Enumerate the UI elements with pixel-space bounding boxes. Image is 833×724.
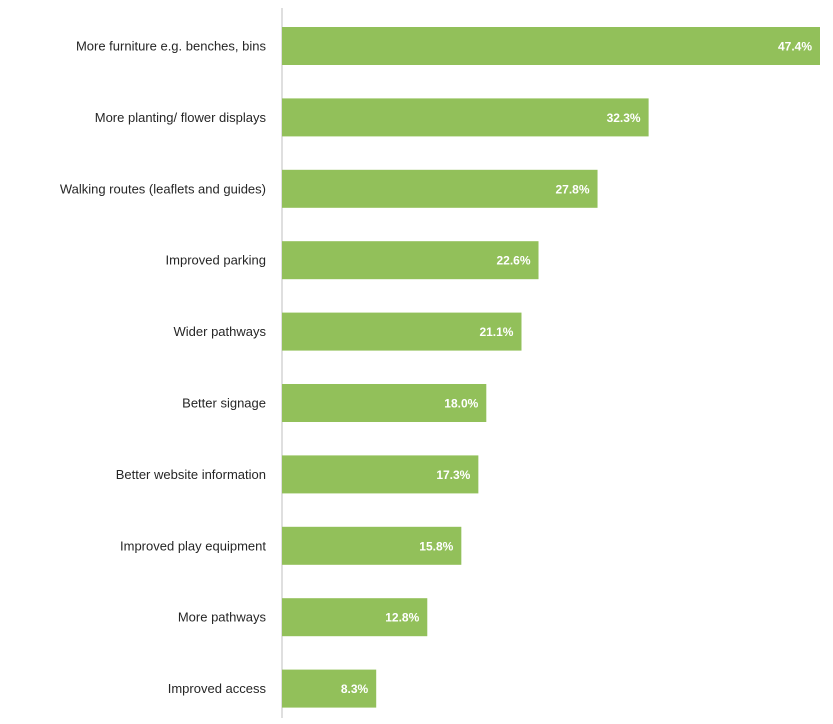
bar	[282, 169, 598, 208]
bar	[282, 598, 428, 637]
category-label: More pathways	[178, 610, 267, 625]
bar	[282, 241, 539, 280]
category-label: Improved access	[168, 681, 267, 696]
category-label: Wider pathways	[174, 324, 267, 339]
bar	[282, 669, 377, 708]
category-label: Better signage	[182, 396, 266, 411]
bars-group	[282, 27, 820, 708]
data-label: 32.3%	[607, 111, 641, 125]
category-label: Better website information	[116, 467, 266, 482]
bar	[282, 312, 522, 351]
data-label: 22.6%	[496, 254, 530, 268]
data-label: 15.8%	[419, 539, 453, 553]
data-label: 17.3%	[436, 468, 470, 482]
value-labels-group: 47.4% 32.3% 27.8% 22.6% 21.1% 18.0% 17.3% 15.8%…	[341, 40, 812, 697]
category-label: More furniture e.g. benches, bins	[76, 39, 267, 54]
bar	[282, 455, 479, 494]
data-label: 47.4%	[778, 40, 812, 54]
data-label: 18.0%	[444, 397, 478, 411]
data-label: 8.3%	[341, 682, 369, 696]
data-label: 21.1%	[479, 325, 513, 339]
category-label: Walking routes (leaflets and guides)	[60, 181, 266, 196]
bar	[282, 98, 649, 137]
data-label: 27.8%	[556, 182, 590, 196]
category-label: More planting/ flower displays	[95, 110, 267, 125]
bar	[282, 384, 487, 422]
data-label: 12.8%	[385, 611, 419, 625]
category-label: Improved parking	[166, 253, 266, 268]
category-labels-group: More furniture e.g. benches, bins More pl…	[60, 39, 267, 697]
bar	[282, 526, 462, 565]
bar	[282, 27, 820, 65]
category-label: Improved play equipment	[120, 538, 266, 553]
